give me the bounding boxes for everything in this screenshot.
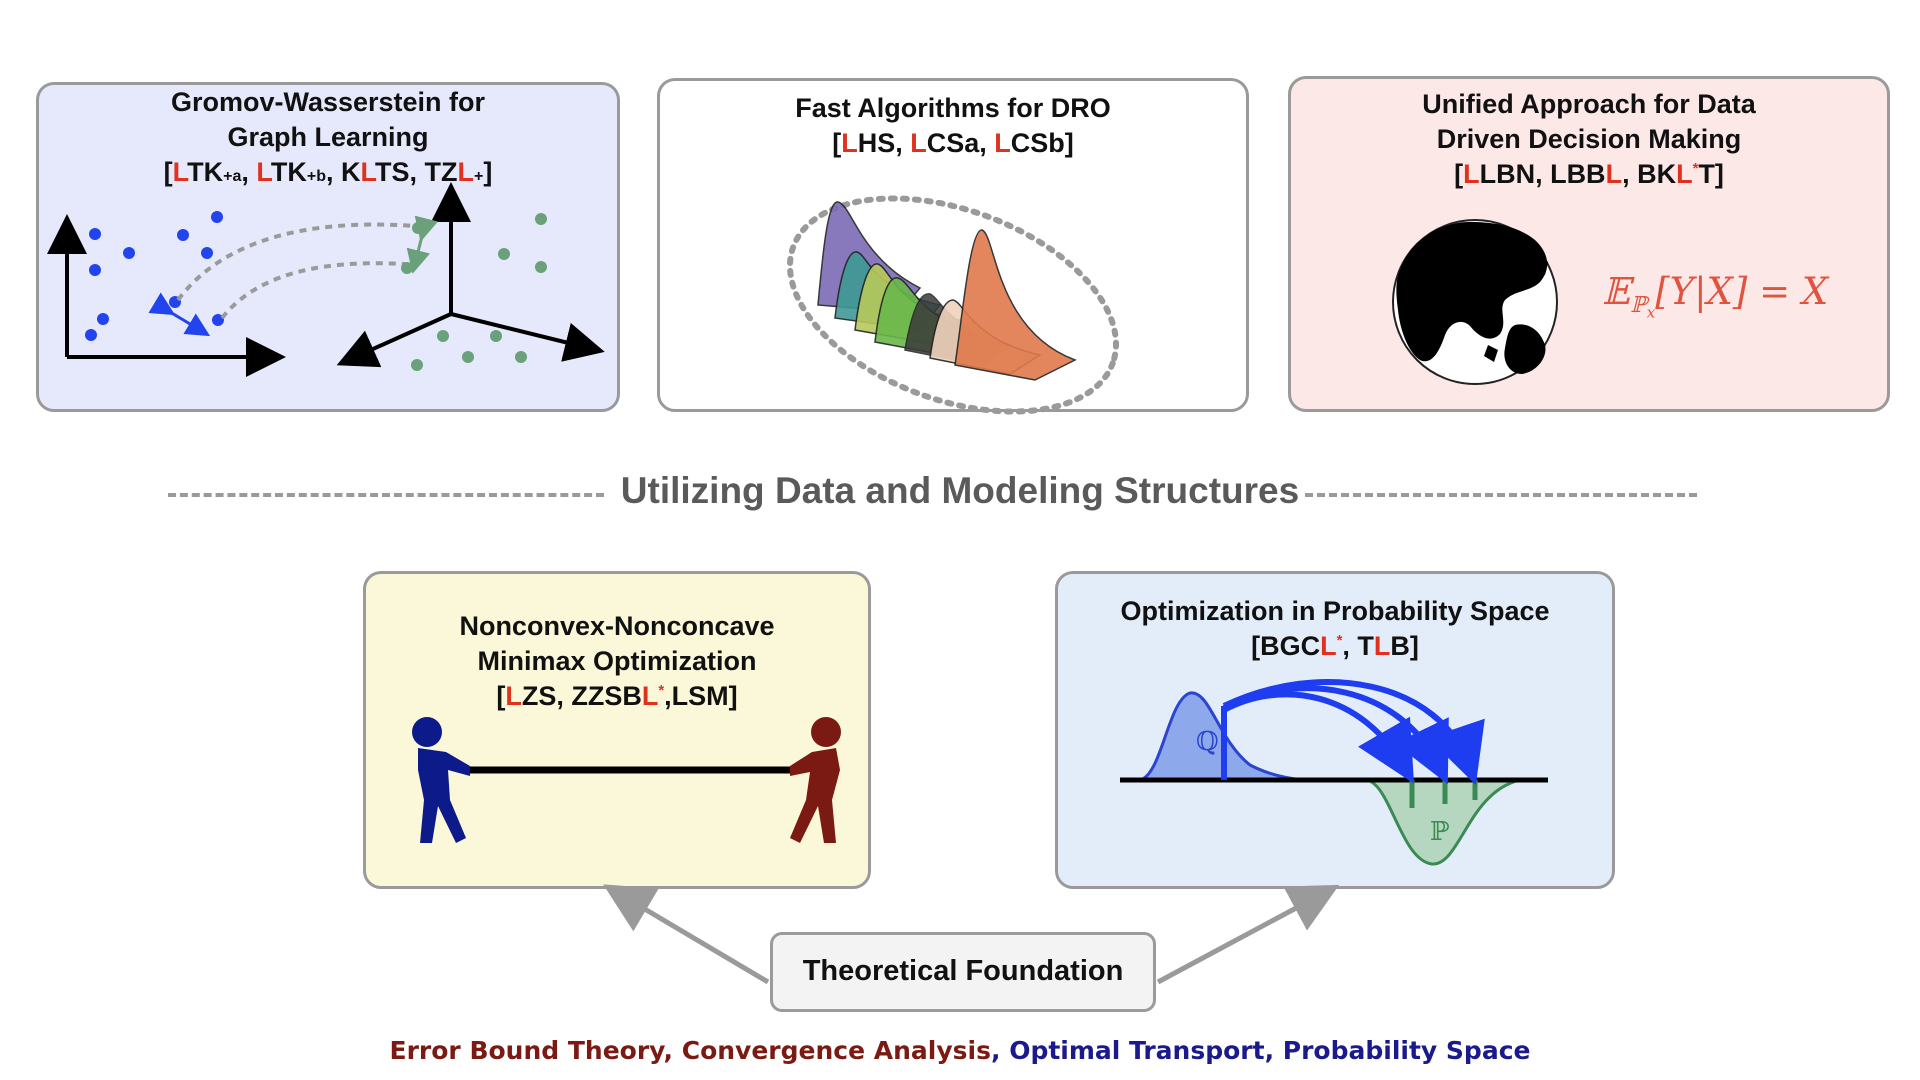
p-label: ℙ [1430,817,1450,847]
green-distance-arrow [406,215,439,274]
gw-title-line1: Gromov-Wasserstein for [170,87,486,117]
maroon-player-icon [790,717,841,843]
conditional-expectation-formula: 𝔼ℙx[Y|X] = X [1602,270,1829,322]
ambiguity-set-ellipse [786,195,1120,415]
gw-references: [LTK+a, LTK+b, KLTS, TZL+] [163,157,493,187]
minimax-title-line2: Minimax Optimization [477,646,757,676]
prob-references: [BGCL*, TLB] [1251,631,1419,661]
theoretical-foundation-box: Theoretical Foundation [770,932,1156,1012]
unified-title: Unified Approach for Data Driven Decisio… [1291,87,1887,192]
gw-title: Gromov-Wasserstein for Graph Learning [L… [39,85,617,194]
dro-title-line1: Fast Algorithms for DRO [795,93,1111,123]
minimax-references: [LZS, ZZSBL*,LSM] [496,681,738,711]
q-label: ℚ [1196,727,1219,757]
section-divider-left [168,493,604,497]
minimax-box: Nonconvex-Nonconcave Minimax Optimizatio… [363,571,871,889]
transport-arrows [1222,679,1485,786]
section-label: Utilizing Data and Modeling Structures [620,470,1300,511]
navy-player-icon [412,717,470,843]
axis-x-3d [336,312,452,368]
prob-title-line1: Optimization in Probability Space [1120,596,1550,626]
p-distribution [1364,778,1521,866]
axis-y-3d [450,312,605,362]
unified-approach-box: Unified Approach for Data Driven Decisio… [1288,76,1890,412]
theoretical-foundation-label: Theoretical Foundation [802,955,1124,987]
coupling-curve-2 [220,261,406,320]
minimax-title-line1: Nonconvex-Nonconcave [459,611,775,641]
minimax-title: Nonconvex-Nonconcave Minimax Optimizatio… [366,609,868,714]
prob-title: Optimization in Probability Space [BGCL*… [1058,594,1612,664]
distribution-curves [817,201,1077,381]
foundation-topics-separator: , [990,1036,1010,1065]
coupling-curve-1 [176,222,416,302]
probability-space-box: Optimization in Probability Space [BGCL*… [1055,571,1615,889]
gw-title-line2: Graph Learning [227,122,429,152]
arrow-to-minimax [603,884,770,985]
dro-references: [LHS, LCSa, LCSb] [832,128,1074,158]
unified-references: [LLBN, LBBL, BKL*T] [1454,159,1724,189]
arrow-to-probability [1156,884,1340,985]
unified-title-line2: Driven Decision Making [1436,124,1742,154]
blue-distance-arrow [148,292,211,337]
foundation-topics-part1: Error Bound Theory, Convergence Analysis [389,1036,991,1065]
foundation-topics: Error Bound Theory, Convergence Analysis… [0,1036,1920,1065]
unified-title-line1: Unified Approach for Data [1422,89,1756,119]
foundation-topics-part2: Optimal Transport, Probability Space [1009,1036,1531,1065]
section-divider-right [1305,493,1697,497]
dro-title: Fast Algorithms for DRO [LHS, LCSa, LCSb… [660,91,1246,161]
